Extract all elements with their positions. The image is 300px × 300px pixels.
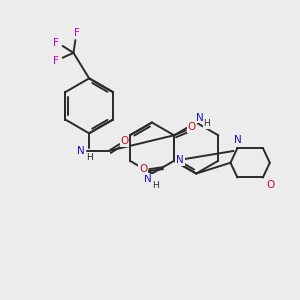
Text: O: O (267, 180, 275, 190)
Text: O: O (139, 164, 148, 174)
Text: F: F (53, 56, 59, 66)
Text: N: N (176, 155, 184, 165)
Text: O: O (188, 122, 196, 132)
Text: H: H (86, 153, 92, 162)
Text: N: N (233, 135, 241, 145)
Text: N: N (144, 174, 152, 184)
Text: N: N (196, 112, 204, 123)
Text: N: N (77, 146, 85, 156)
Text: H: H (152, 181, 159, 190)
Text: F: F (53, 38, 59, 48)
Text: F: F (74, 28, 80, 38)
Text: O: O (120, 136, 129, 146)
Text: H: H (204, 119, 210, 128)
